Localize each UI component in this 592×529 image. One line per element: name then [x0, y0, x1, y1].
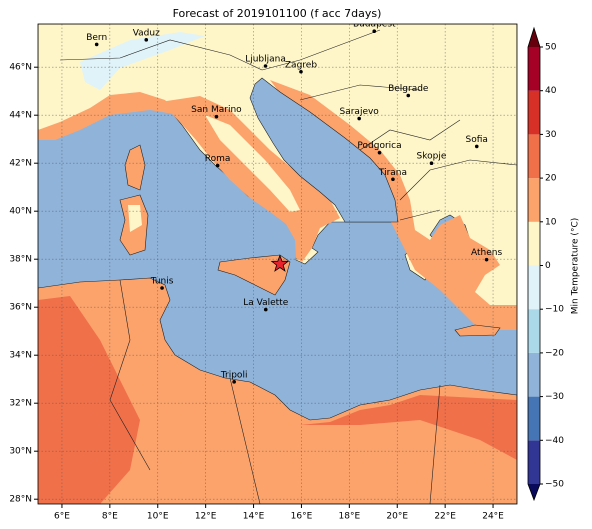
sardinia-core: [128, 205, 142, 232]
colorbar-tick-label: 10: [545, 217, 557, 227]
city-label: Sofia: [466, 135, 488, 145]
y-tick-label: 46°N: [9, 63, 32, 73]
sicily: [217, 254, 291, 296]
city-dot: [160, 286, 164, 290]
city-label: Tripoli: [220, 370, 248, 380]
city-label: Vaduz: [133, 28, 160, 38]
city-label: Budapest: [353, 20, 396, 30]
africa-warm-west: [38, 296, 140, 504]
colorbar-extend-high: [528, 28, 540, 47]
colorbar-band: [528, 265, 540, 310]
colorbar-band: [528, 47, 540, 91]
city-label: Sarajevo: [340, 107, 380, 117]
city-label: San Marino: [191, 105, 242, 115]
city-dot: [232, 380, 236, 384]
corsica: [124, 144, 146, 191]
y-tick-label: 38°N: [9, 255, 32, 265]
city-dot: [391, 177, 395, 182]
city-label: Tunis: [150, 277, 174, 287]
city-dot: [429, 161, 434, 165]
x-tick-label: 24°E: [482, 512, 504, 522]
y-tick-label: 34°N: [9, 351, 32, 361]
city-dot: [94, 42, 99, 47]
colorbar-band: [528, 396, 540, 441]
colorbar-tick-label: −30: [545, 392, 564, 402]
colorbar-tick-label: 0: [545, 261, 551, 271]
crete: [454, 324, 501, 337]
colorbar-tick-label: 30: [545, 130, 557, 140]
city-dot: [372, 29, 377, 33]
x-tick-label: 8°E: [102, 512, 118, 522]
city-dot: [474, 144, 479, 149]
title: Forecast of 2019101100 (f acc 7days): [173, 7, 382, 20]
colorbar-tick-label: 40: [545, 86, 557, 96]
x-tick-label: 10°E: [147, 512, 169, 522]
x-tick-label: 14°E: [243, 512, 265, 522]
y-tick-label: 28°N: [9, 495, 32, 505]
city-dot: [406, 93, 411, 98]
city-dot: [263, 64, 268, 68]
city-label: Skopje: [417, 152, 447, 162]
colorbar-band: [528, 352, 540, 397]
city-label: Zagreb: [285, 60, 317, 70]
colorbar-tick-label: −10: [545, 305, 564, 315]
colorbar-tick-label: 20: [545, 174, 557, 184]
y-tick-label: 40°N: [9, 207, 32, 217]
city-dot: [484, 257, 489, 262]
city-label: Tirana: [378, 168, 407, 178]
city-label: Athens: [471, 248, 502, 258]
colorbar-band: [528, 134, 540, 179]
grid: [38, 24, 517, 504]
city-label: Belgrade: [388, 84, 429, 94]
y-tick-label: 44°N: [9, 111, 32, 121]
y-tick-label: 36°N: [9, 303, 32, 313]
x-tick-label: 18°E: [339, 512, 361, 522]
y-tick-label: 42°N: [9, 159, 32, 169]
colorbar-band: [528, 90, 540, 135]
colorbar-band: [528, 309, 540, 353]
city-dot: [357, 116, 361, 121]
x-tick-label: 20°E: [386, 512, 408, 522]
colorbar-band: [528, 440, 540, 484]
alpine-band: [80, 32, 205, 90]
city-dot: [144, 38, 149, 42]
city-label: Podgorica: [357, 141, 401, 151]
colorbar-tick-label: 50: [545, 43, 557, 53]
city-label: Roma: [205, 154, 231, 164]
city-dot: [263, 307, 268, 312]
x-tick-label: 22°E: [434, 512, 456, 522]
colorbar-tick-label: −50: [545, 480, 564, 490]
y-tick-label: 32°N: [9, 399, 32, 409]
colorbar-label: Min Temperature (°C): [571, 218, 581, 315]
adriatic: [249, 77, 399, 223]
city-dot: [215, 163, 220, 168]
x-tick-label: 6°E: [54, 512, 70, 522]
city-dot: [377, 150, 382, 155]
y-tick-label: 30°N: [9, 447, 32, 457]
borders: [59, 29, 517, 504]
city-label: La Valette: [243, 298, 288, 308]
city-label: Ljubljana: [245, 55, 286, 65]
africa-warm-east: [300, 395, 517, 460]
colorbar-band: [528, 221, 540, 266]
city-dot: [214, 114, 219, 119]
city-dot: [299, 69, 303, 74]
italy-warm: [160, 96, 340, 262]
colorbar-tick-label: −40: [545, 436, 564, 446]
x-tick-label: 12°E: [195, 512, 217, 522]
colorbar-extend-low: [528, 484, 540, 500]
city-label: Bern: [86, 33, 107, 43]
colorbar-band: [528, 178, 540, 222]
colorbar-tick-label: −20: [545, 348, 564, 358]
marker-star: [270, 254, 290, 272]
frame: [37, 23, 518, 505]
western-coast: [38, 92, 180, 140]
x-tick-label: 16°E: [291, 512, 313, 522]
